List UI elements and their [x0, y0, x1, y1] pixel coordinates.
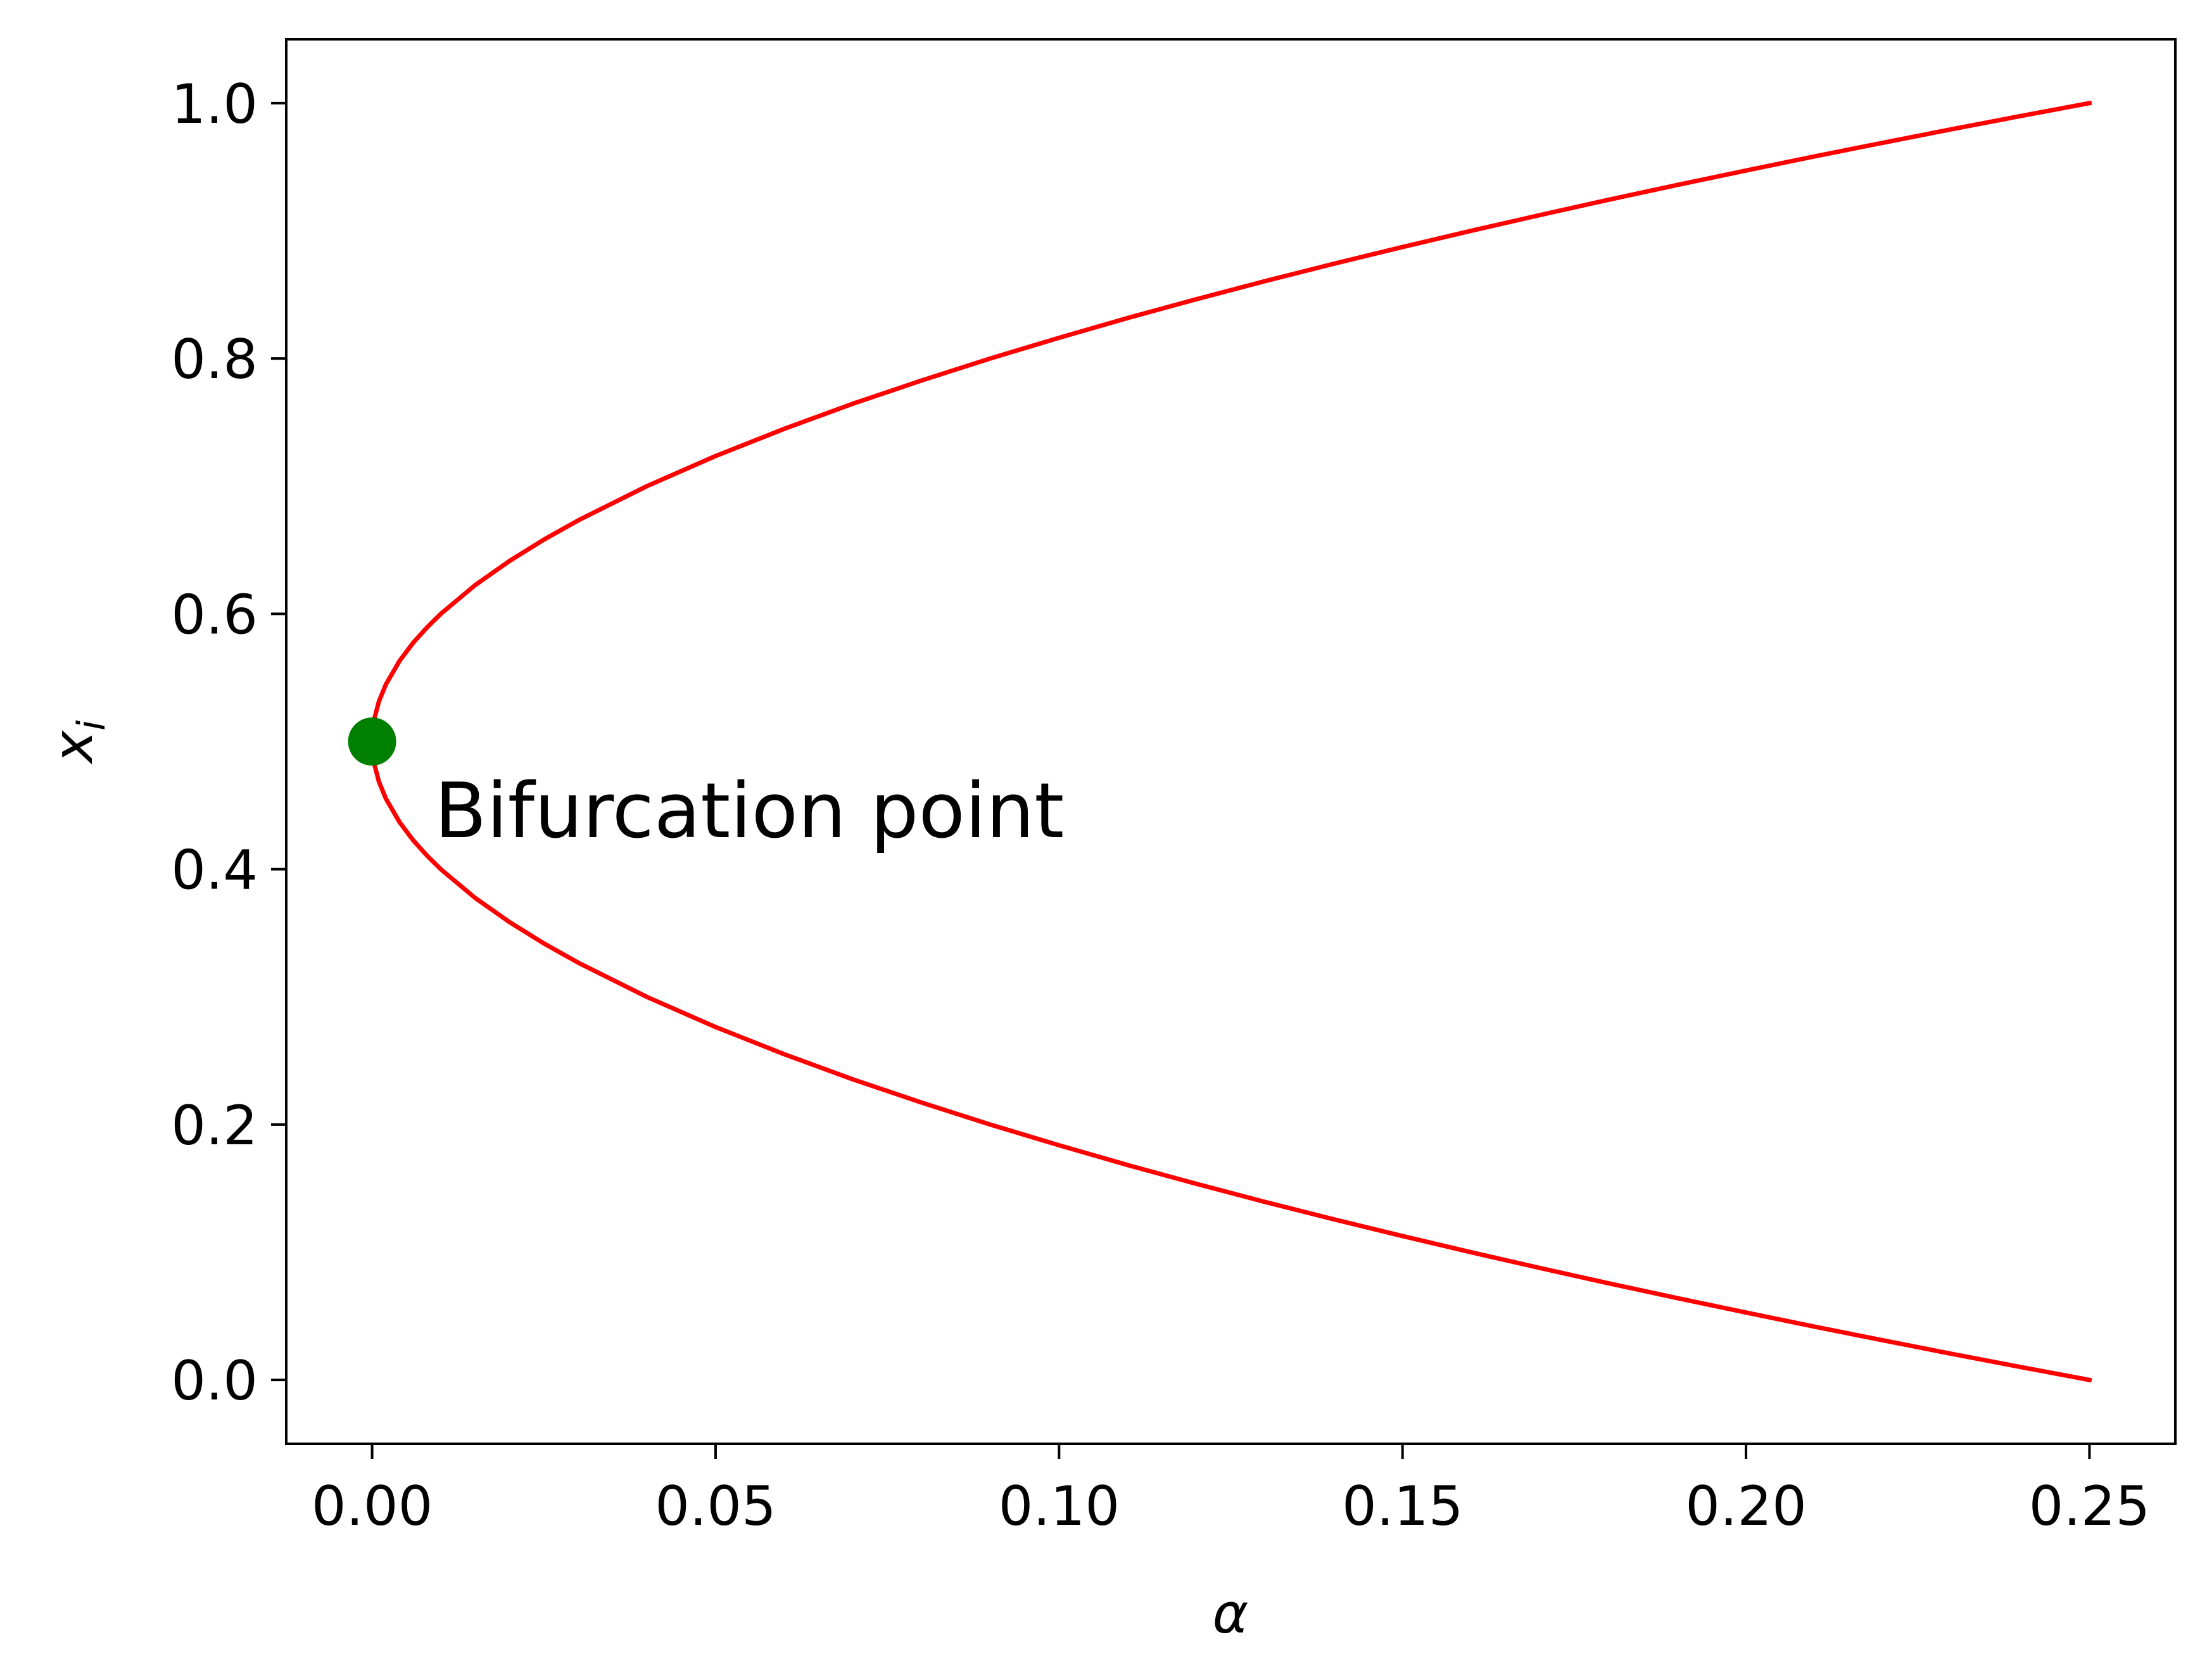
y-tick-label: 0.0: [171, 1349, 258, 1413]
marker-layer: [348, 717, 396, 766]
y-axis-label-base: x: [42, 730, 105, 765]
series-line-upper-branch: [369, 100, 2092, 744]
y-axis-label: xi: [42, 720, 114, 765]
plot-frame: [285, 38, 2177, 1445]
y-tick-label: 1.0: [171, 73, 258, 136]
plot-area-background: [286, 39, 2175, 1444]
x-axis-label: α: [1213, 1582, 1249, 1646]
bifurcation-point-marker: [348, 717, 396, 766]
x-tick-label: 0.25: [2029, 1475, 2150, 1538]
y-tick-label: 0.6: [171, 583, 258, 647]
y-axis-ticks: 0.0 0.2 0.4 0.6 0.8 1.0: [171, 73, 286, 1413]
x-tick-label: 0.05: [655, 1475, 776, 1538]
bifurcation-annotation: Bifurcation point: [434, 767, 1064, 856]
x-tick-label: 0.20: [1685, 1475, 1806, 1538]
x-tick-label: 0.10: [999, 1475, 1120, 1538]
y-tick-label: 0.4: [171, 839, 258, 902]
y-axis-label-subscript: i: [70, 720, 114, 731]
x-axis-ticks: 0.00 0.05 0.10 0.15 0.20 0.25: [312, 1444, 2150, 1538]
x-tick-label: 0.15: [1342, 1475, 1463, 1538]
x-tick-label: 0.00: [312, 1475, 433, 1538]
y-tick-label: 0.8: [171, 328, 258, 391]
series-layer: [369, 100, 2092, 1383]
y-tick-label: 0.2: [171, 1094, 258, 1158]
series-line-lower-branch: [369, 739, 2092, 1383]
